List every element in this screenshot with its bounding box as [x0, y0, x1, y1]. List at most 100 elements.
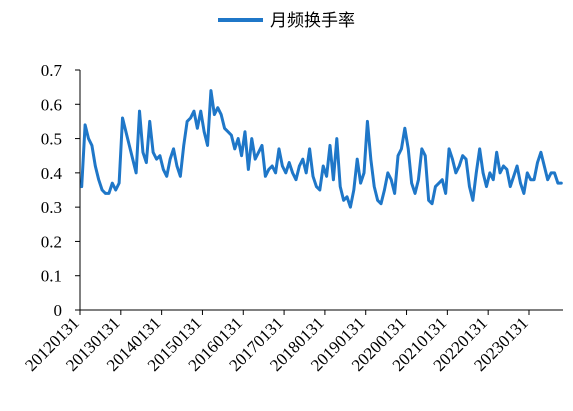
data-point [83, 123, 87, 127]
data-point [182, 144, 185, 147]
data-point [175, 164, 179, 168]
data-point [124, 130, 128, 133]
data-point [383, 188, 386, 192]
data-point [277, 147, 281, 151]
y-tick-label: 0.6 [41, 95, 62, 114]
data-point [121, 116, 124, 120]
data-point [322, 164, 325, 168]
data-point [134, 171, 138, 175]
y-tick-label: 0.7 [41, 61, 63, 80]
data-point [165, 175, 168, 178]
data-point [471, 199, 475, 202]
data-point [162, 168, 165, 171]
data-point [287, 161, 291, 164]
data-point [179, 175, 182, 178]
data-point [87, 137, 90, 140]
data-point [495, 151, 498, 154]
data-point [168, 157, 172, 161]
data-point [216, 106, 219, 109]
data-point [141, 151, 145, 154]
data-point [301, 157, 304, 161]
data-point [526, 171, 529, 175]
data-point [522, 192, 526, 195]
data-point [308, 147, 311, 151]
data-point [155, 157, 158, 161]
data-point [468, 185, 471, 188]
y-tick-label: 0.3 [41, 198, 62, 217]
y-tick-label: 0.1 [41, 267, 62, 286]
data-point [240, 154, 243, 157]
data-point [553, 171, 556, 175]
data-point [196, 127, 199, 130]
data-point [464, 157, 468, 161]
data-point [515, 164, 519, 168]
data-point [560, 181, 563, 185]
data-point [236, 137, 240, 140]
data-point [376, 199, 379, 202]
series-line [80, 89, 563, 209]
data-point [250, 137, 253, 140]
data-point [366, 120, 369, 123]
data-point [284, 171, 287, 175]
data-point [114, 188, 117, 192]
data-point [223, 127, 226, 130]
data-point [342, 199, 345, 202]
data-point [505, 168, 509, 171]
y-tick-label: 0.4 [41, 164, 63, 183]
data-point [131, 157, 134, 161]
data-point [148, 120, 151, 123]
data-point [546, 178, 549, 181]
data-point [325, 175, 328, 178]
data-point [151, 151, 155, 154]
data-point [509, 185, 512, 188]
data-point [485, 185, 488, 188]
data-point [270, 164, 274, 168]
data-point [128, 144, 131, 147]
data-point [267, 168, 270, 171]
data-point [318, 188, 321, 192]
data-point [345, 195, 349, 199]
data-point [556, 181, 560, 185]
data-point [441, 178, 444, 181]
data-point [410, 181, 413, 185]
data-point [304, 171, 308, 175]
data-point [430, 202, 434, 205]
data-point [209, 89, 213, 92]
data-point [172, 147, 175, 151]
data-point [362, 171, 366, 175]
data-point [413, 192, 417, 195]
data-point [478, 147, 481, 151]
data-point [519, 181, 522, 185]
data-point [335, 137, 339, 140]
data-point [107, 192, 111, 195]
data-point [393, 192, 396, 195]
data-point [424, 154, 427, 157]
data-point [264, 175, 267, 178]
data-point [390, 178, 393, 181]
data-point [543, 164, 546, 168]
data-point [356, 157, 359, 161]
data-point [117, 181, 121, 185]
data-point [407, 147, 410, 151]
data-point [502, 164, 505, 168]
data-point [233, 147, 236, 151]
x-axis: 2012013120130131201401312015013120160131… [21, 309, 563, 375]
data-point [100, 188, 104, 192]
legend-label: 月频换手率 [270, 11, 355, 31]
data-point [226, 130, 230, 133]
data-point [202, 130, 206, 133]
data-point [451, 157, 454, 161]
data-point [352, 188, 356, 192]
data-point [189, 116, 192, 120]
data-point [454, 171, 458, 175]
data-point [549, 171, 553, 175]
data-point [427, 199, 430, 202]
data-point [257, 151, 260, 154]
data-point [420, 147, 424, 151]
data-point [339, 185, 342, 188]
data-point [97, 178, 100, 181]
data-point [369, 157, 373, 161]
data-point [332, 178, 335, 181]
data-point [403, 127, 407, 130]
